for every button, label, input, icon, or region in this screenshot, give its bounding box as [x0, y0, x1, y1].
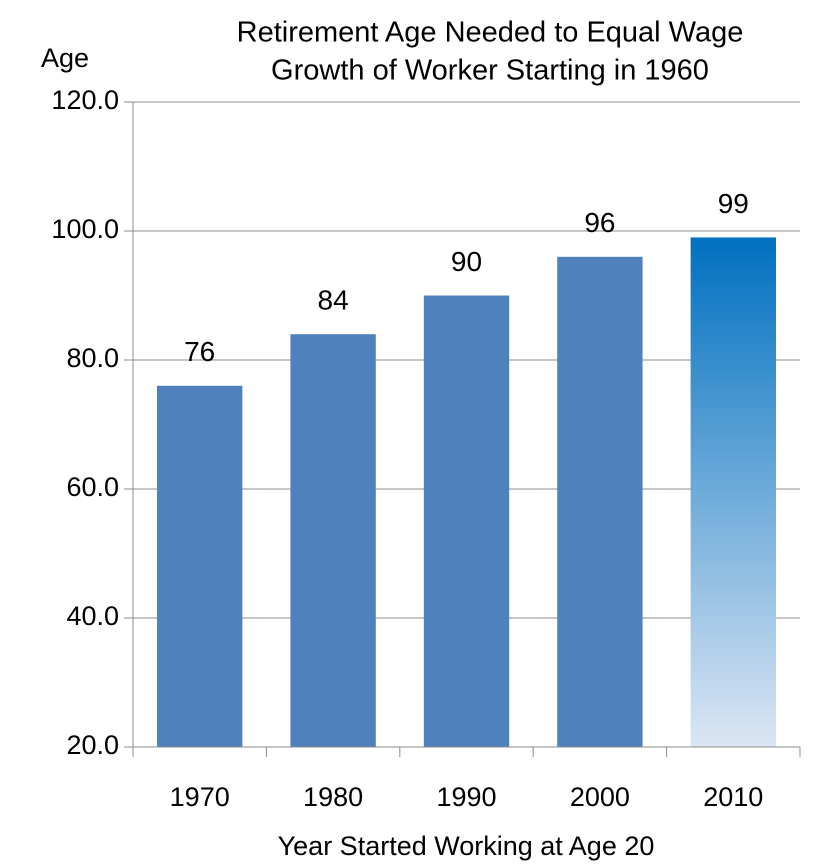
- y-tick-label: 80.0: [66, 343, 119, 373]
- x-tick-label: 1980: [303, 782, 363, 812]
- y-tick-label: 40.0: [66, 601, 119, 631]
- y-tick-label: 60.0: [66, 472, 119, 502]
- data-label: 96: [584, 207, 615, 238]
- bar: [290, 334, 376, 747]
- chart-title: Retirement Age Needed to Equal Wage: [237, 17, 744, 49]
- y-axis-label: Age: [41, 43, 89, 73]
- data-label: 99: [718, 188, 749, 219]
- y-tick-label: 100.0: [51, 214, 119, 244]
- data-label: 76: [184, 336, 215, 367]
- x-tick-label: 1970: [170, 782, 230, 812]
- x-tick-label: 2000: [570, 782, 630, 812]
- x-tick-label: 2010: [703, 782, 763, 812]
- bar: [157, 385, 243, 747]
- bar: [423, 295, 510, 747]
- x-axis-label: Year Started Working at Age 20: [278, 831, 655, 861]
- bar: [690, 237, 776, 747]
- bar: [557, 256, 643, 747]
- data-label: 90: [451, 246, 482, 277]
- y-tick-label: 120.0: [51, 85, 119, 115]
- data-label: 84: [318, 285, 349, 316]
- chart-title: Growth of Worker Starting in 1960: [271, 55, 709, 87]
- y-tick-label: 20.0: [66, 730, 119, 760]
- x-tick-label: 1990: [436, 782, 496, 812]
